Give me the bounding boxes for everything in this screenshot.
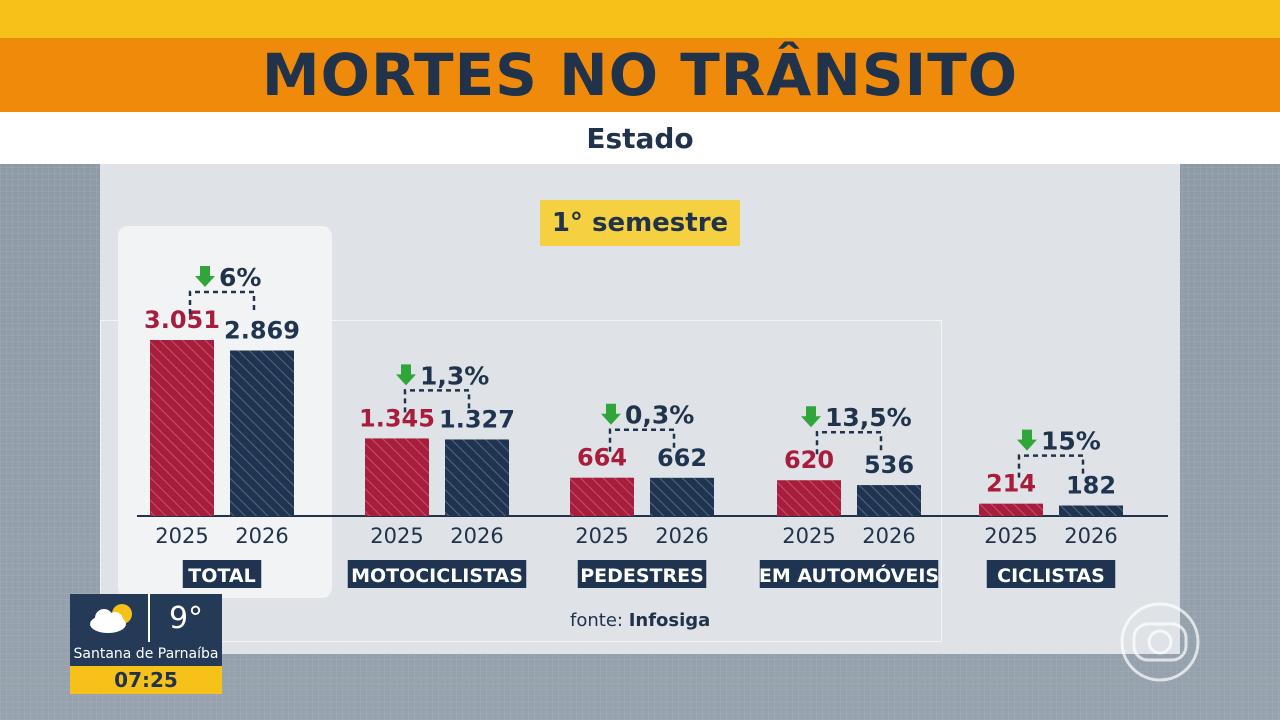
data-label: 536 bbox=[864, 451, 914, 479]
period-badge: 1° semestre bbox=[540, 200, 740, 246]
source-note: fonte: Infosiga bbox=[570, 610, 710, 631]
down-arrow-icon bbox=[396, 364, 416, 386]
category-label: CICLISTAS bbox=[997, 565, 1105, 587]
bar-hatch-2026 bbox=[650, 477, 714, 516]
data-label: 1.345 bbox=[359, 404, 435, 432]
data-label: 214 bbox=[986, 470, 1036, 498]
down-arrow-icon bbox=[801, 406, 821, 428]
data-label: 664 bbox=[577, 444, 627, 472]
year-tick-label: 2026 bbox=[235, 524, 288, 548]
bar-hatch-2025 bbox=[150, 340, 214, 516]
weather-city: Santana de Parnaíba bbox=[70, 642, 222, 666]
year-tick-label: 2026 bbox=[862, 524, 915, 548]
top-accent-bar bbox=[0, 0, 1280, 38]
bar-hatch-2026 bbox=[230, 350, 294, 516]
change-bracket bbox=[815, 430, 883, 455]
chart-panel-frame bbox=[100, 320, 942, 642]
bar-hatch-2026 bbox=[1059, 505, 1123, 516]
clock-time: 07:25 bbox=[70, 666, 222, 694]
year-tick-label: 2026 bbox=[1064, 524, 1117, 548]
year-tick-label: 2026 bbox=[655, 524, 708, 548]
year-tick-label: 2025 bbox=[782, 524, 835, 548]
category-label: EM AUTOMÓVEIS bbox=[759, 563, 939, 587]
down-arrow-icon bbox=[1017, 429, 1037, 451]
bar-hatch-2025 bbox=[777, 480, 841, 516]
year-tick-label: 2025 bbox=[155, 524, 208, 548]
down-arrow-icon bbox=[195, 266, 215, 287]
page-subtitle: Estado bbox=[586, 121, 694, 155]
change-bracket bbox=[403, 389, 471, 413]
title-bar: MORTES NO TRÂNSITO bbox=[0, 38, 1280, 112]
category-label-box bbox=[986, 560, 1116, 588]
category-label-box bbox=[182, 560, 262, 588]
data-label: 182 bbox=[1066, 472, 1116, 500]
category-label: PEDESTRES bbox=[580, 565, 704, 587]
change-percent: 13,5% bbox=[825, 403, 912, 432]
weather-divider bbox=[148, 594, 150, 642]
data-label: 662 bbox=[657, 444, 707, 472]
weather-widget: 9° Santana de Parnaíba 07:25 bbox=[70, 594, 222, 698]
bar-hatch-2026 bbox=[445, 439, 509, 516]
data-label: 2.869 bbox=[224, 316, 300, 344]
page-title: MORTES NO TRÂNSITO bbox=[261, 41, 1019, 109]
bar-hatch-2025 bbox=[365, 438, 429, 516]
category-label: TOTAL bbox=[188, 565, 255, 587]
category-label-box bbox=[577, 560, 707, 588]
change-percent: 1,3% bbox=[420, 361, 489, 390]
partly-cloudy-icon bbox=[90, 604, 132, 633]
change-bracket bbox=[1017, 454, 1085, 478]
year-tick-label: 2025 bbox=[370, 524, 423, 548]
change-percent: 6% bbox=[219, 263, 261, 292]
category-label-box bbox=[347, 560, 527, 588]
change-bracket bbox=[188, 290, 256, 314]
source-name: Infosiga bbox=[628, 610, 711, 631]
source-prefix: fonte: bbox=[570, 610, 623, 631]
year-tick-label: 2025 bbox=[575, 524, 628, 548]
subtitle-bar: Estado bbox=[0, 112, 1280, 164]
category-label: MOTOCICLISTAS bbox=[351, 565, 523, 587]
broadcaster-logo-watermark bbox=[1120, 602, 1200, 682]
year-tick-label: 2026 bbox=[450, 524, 503, 548]
bar-hatch-2026 bbox=[857, 485, 921, 516]
bar-hatch-2025 bbox=[979, 503, 1043, 516]
bar-hatch-2025 bbox=[570, 477, 634, 516]
year-tick-label: 2025 bbox=[984, 524, 1037, 548]
data-label: 1.327 bbox=[439, 405, 515, 433]
change-percent: 15% bbox=[1041, 427, 1101, 456]
change-bracket bbox=[608, 428, 676, 452]
down-arrow-icon bbox=[601, 403, 621, 425]
data-label: 3.051 bbox=[144, 306, 220, 334]
weather-temperature: 9° bbox=[168, 600, 204, 636]
category-label-box bbox=[759, 560, 939, 588]
data-label: 620 bbox=[784, 446, 834, 474]
change-percent: 0,3% bbox=[625, 401, 694, 430]
